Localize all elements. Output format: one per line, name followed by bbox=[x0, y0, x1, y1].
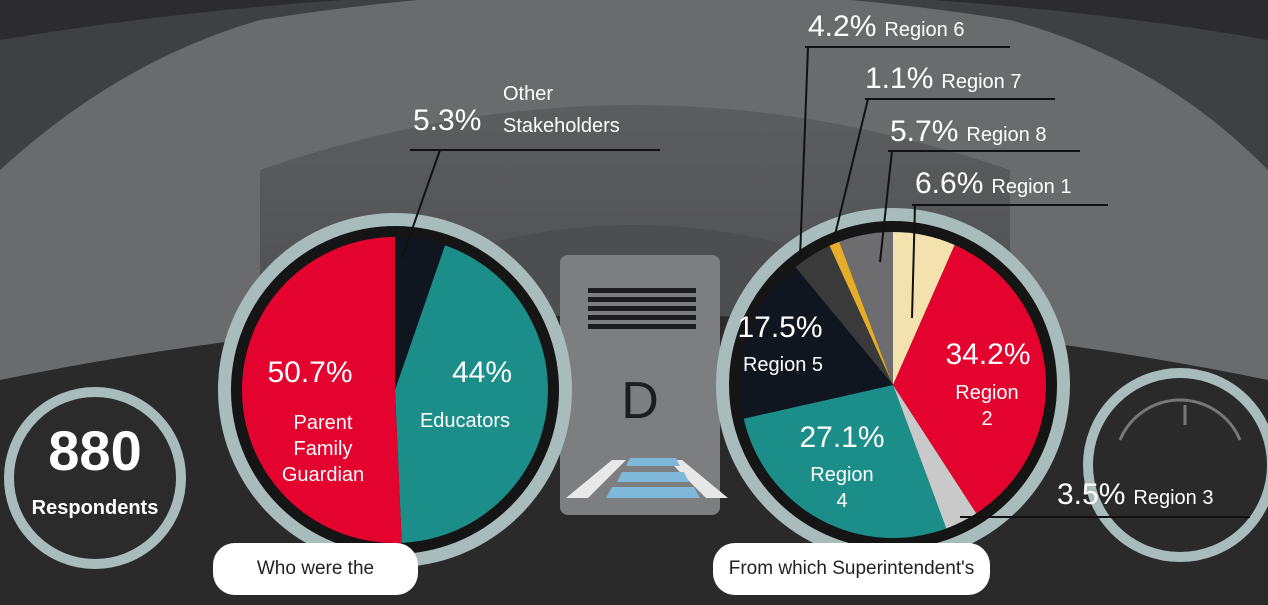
slice-value-label: 5.7% bbox=[890, 115, 959, 148]
gauge-arc bbox=[1118, 398, 1242, 441]
callout-label: 6.6% Region 1 bbox=[915, 167, 1071, 201]
pie-slice bbox=[395, 245, 548, 543]
slice-category-label: Region 3 bbox=[1133, 487, 1214, 509]
respondents-badge bbox=[4, 387, 186, 569]
pie-slice bbox=[395, 237, 446, 390]
slice-value-label: 44% bbox=[451, 356, 513, 389]
lane-icon bbox=[566, 458, 728, 498]
slice-value-label: 3.5% bbox=[1057, 478, 1126, 511]
slice-category-label: Region 7 bbox=[941, 71, 1022, 93]
pie-slice bbox=[893, 244, 1046, 514]
respondent-label: Respondents bbox=[32, 497, 159, 519]
slice-value-label: 50.7% bbox=[267, 356, 353, 389]
slice-category-label: Educators bbox=[419, 410, 511, 432]
pie-slice bbox=[740, 267, 893, 419]
callout-label: 4.2% Region 6 bbox=[808, 10, 964, 44]
slice-category-label: Region 8 bbox=[966, 124, 1047, 146]
slice-value-label: 5.3% bbox=[413, 104, 482, 137]
slice-category-label: Other Stakeholders bbox=[503, 83, 620, 137]
slice-category-label: Region 5 bbox=[742, 354, 824, 376]
callout-line bbox=[401, 149, 441, 259]
slice-category-label: Region 1 bbox=[991, 176, 1072, 198]
pie-slice bbox=[893, 232, 955, 385]
pie-slice bbox=[829, 241, 893, 385]
callout-label: 1.1% Region 7 bbox=[865, 62, 1021, 96]
pie-slice bbox=[743, 385, 947, 538]
pie-slice bbox=[839, 232, 893, 385]
pie-slice bbox=[893, 385, 977, 529]
slice-value-label: 1.1% bbox=[865, 62, 934, 95]
chart-title: From which Superintendent's Region? bbox=[713, 543, 990, 595]
menu-icon bbox=[588, 288, 696, 329]
pie-slice bbox=[242, 237, 402, 543]
callout-label: 5.7% Region 8 bbox=[890, 115, 1046, 149]
chart-title: Who were the respondents? bbox=[213, 543, 418, 595]
slice-value-label: 34.2% bbox=[945, 338, 1031, 371]
slice-category-label: Region 2 bbox=[955, 382, 1019, 430]
callout-line bbox=[911, 204, 916, 319]
slice-value-label: 4.2% bbox=[808, 10, 877, 43]
gear: D bbox=[621, 372, 659, 430]
callout-line bbox=[832, 98, 869, 244]
slice-category-label: Parent Family Guardian bbox=[281, 412, 365, 486]
callout-line bbox=[879, 150, 893, 263]
respondent-count: 880 bbox=[48, 419, 141, 482]
slice-category-label: Region 6 bbox=[884, 19, 965, 41]
slice-category-label: Region 4 bbox=[810, 464, 874, 512]
slice-value-label: 27.1% bbox=[799, 421, 885, 454]
pie-slice bbox=[795, 245, 893, 385]
callout-line bbox=[799, 46, 809, 259]
slice-value-label: 6.6% bbox=[915, 167, 984, 200]
callout-label: 3.5% Region 3 bbox=[1057, 478, 1213, 512]
slice-value-label: 17.5% bbox=[737, 311, 823, 344]
